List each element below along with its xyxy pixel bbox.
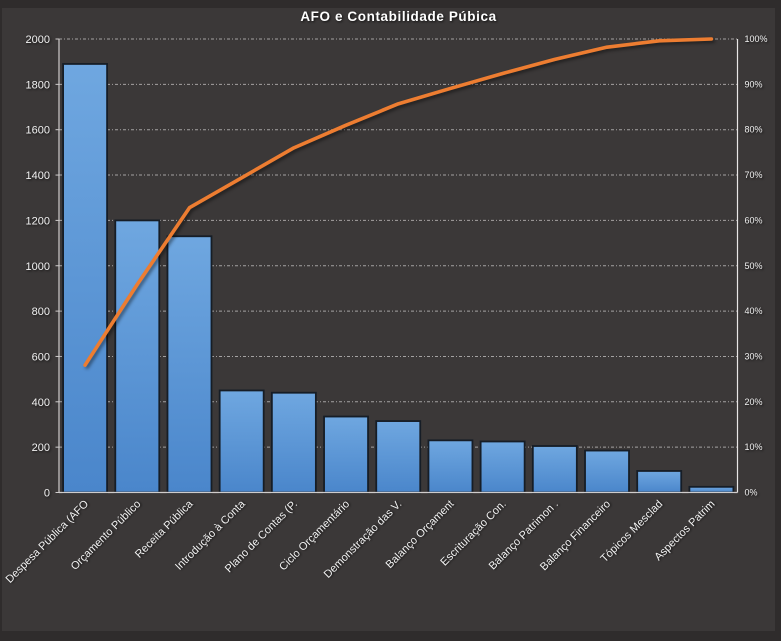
y-axis-tick-label: 400 [32, 397, 50, 409]
y2-axis-tick-label: 50% [745, 261, 763, 271]
y2-axis-labels: 0% 10% 20% 30% 40% 50% 60% 70% 80% 90% 100% [745, 34, 768, 498]
chart-title: AFO e Contabilidade Púbica [300, 9, 497, 24]
bar[interactable] [375, 420, 422, 494]
y2-axis-tick-label: 30% [745, 351, 763, 361]
y-axis-tick-label: 600 [32, 351, 50, 363]
y-axis-tick-label: 800 [32, 306, 50, 318]
bar-series[interactable] [62, 63, 735, 494]
y-axis-tick-label: 1000 [26, 261, 50, 273]
cumulative-line[interactable] [83, 37, 714, 367]
bar[interactable] [62, 63, 108, 494]
y2-axis-tick-label: 90% [745, 79, 763, 89]
cumulative-line-series[interactable] [83, 37, 714, 367]
bar[interactable] [636, 470, 683, 494]
y-axis-tick-label: 1200 [26, 215, 50, 227]
y2-axis-tick-label: 70% [745, 170, 763, 180]
x-axis-category-label: Despesa Pública (AFO [4, 498, 92, 586]
y-axis-tick-label: 1400 [26, 170, 50, 182]
bar[interactable] [218, 389, 265, 494]
y-axis-tick-label: 0 [44, 488, 50, 500]
bar[interactable] [427, 439, 474, 494]
bar[interactable] [479, 440, 526, 494]
y-axis-tick-label: 2000 [26, 34, 50, 46]
y2-axis-tick-label: 0% [745, 488, 758, 498]
y2-axis-tick-label: 100% [745, 34, 768, 44]
bar[interactable] [584, 449, 630, 494]
axes [55, 38, 739, 494]
bar[interactable] [688, 485, 735, 494]
y2-axis-tick-label: 10% [745, 442, 763, 452]
bar[interactable] [166, 235, 213, 494]
y2-axis-tick-label: 20% [745, 397, 763, 407]
y2-axis-tick-label: 60% [745, 215, 763, 225]
y-axis-tick-label: 1800 [26, 79, 50, 91]
gridlines [59, 38, 738, 448]
y2-axis-tick-label: 80% [745, 125, 763, 135]
y-axis-labels: 0 200 400 600 800 1000 1200 1400 1600 1800 2000 [26, 34, 50, 500]
y2-axis-tick-label: 40% [745, 306, 763, 316]
y-axis-tick-label: 200 [32, 442, 50, 454]
bar[interactable] [531, 445, 578, 494]
bar[interactable] [323, 415, 369, 494]
bar[interactable] [270, 391, 317, 494]
y-axis-tick-label: 1600 [26, 125, 50, 137]
